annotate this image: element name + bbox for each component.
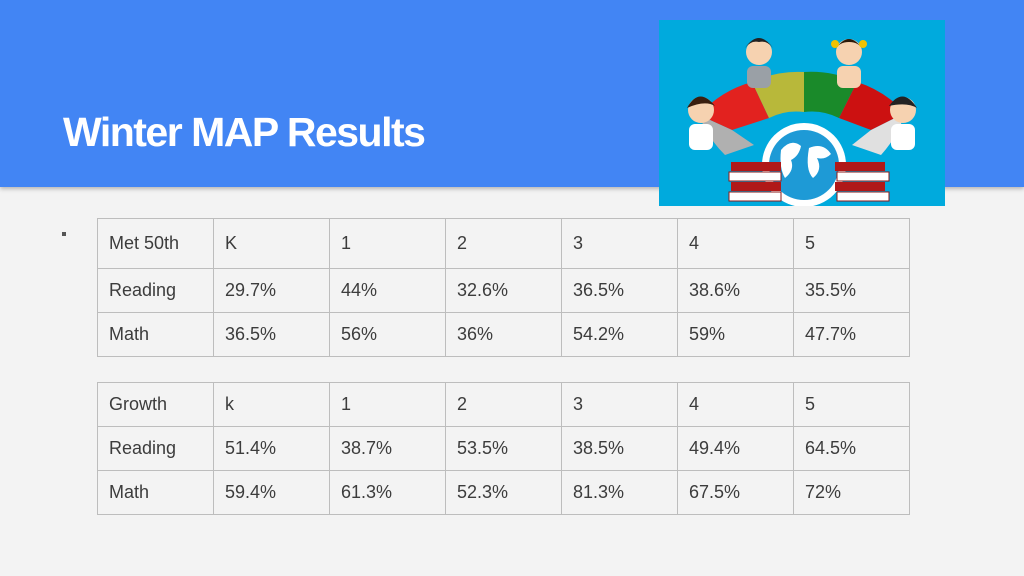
slide-title: Winter MAP Results	[63, 109, 426, 155]
met-50th-table: Met 50th K 1 2 3 4 5 Reading 29.7% 44% 3…	[97, 218, 910, 357]
table-cell: 44%	[329, 268, 446, 313]
table-cell: 56%	[329, 312, 446, 357]
table-cell: 5	[793, 218, 910, 269]
table-cell: 52.3%	[445, 470, 562, 515]
table-cell: 29.7%	[213, 268, 330, 313]
table-cell: 36.5%	[561, 268, 678, 313]
table-cell: 72%	[793, 470, 910, 515]
table-cell: 59%	[677, 312, 794, 357]
table-row: Reading 29.7% 44% 32.6% 36.5% 38.6% 35.5…	[97, 268, 910, 313]
table-cell: 47.7%	[793, 312, 910, 357]
table-cell: k	[213, 382, 330, 427]
table-cell: 36.5%	[213, 312, 330, 357]
table-cell: 1	[329, 218, 446, 269]
table-cell: 35.5%	[793, 268, 910, 313]
bullet-marker	[62, 232, 66, 236]
table-cell: 5	[793, 382, 910, 427]
table-cell: 38.6%	[677, 268, 794, 313]
table-cell: 64.5%	[793, 426, 910, 471]
table-cell: 38.5%	[561, 426, 678, 471]
students-globe-illustration	[659, 20, 945, 207]
table-row: Math 59.4% 61.3% 52.3% 81.3% 67.5% 72%	[97, 470, 910, 515]
table-cell: 4	[677, 382, 794, 427]
table-cell: 81.3%	[561, 470, 678, 515]
table-cell: 38.7%	[329, 426, 446, 471]
table-row: Math 36.5% 56% 36% 54.2% 59% 47.7%	[97, 312, 910, 357]
table-cell: 32.6%	[445, 268, 562, 313]
table-cell: 36%	[445, 312, 562, 357]
table-cell: Reading	[97, 268, 214, 313]
table-cell: Math	[97, 312, 214, 357]
table-cell: K	[213, 218, 330, 269]
table-row: Reading 51.4% 38.7% 53.5% 38.5% 49.4% 64…	[97, 426, 910, 471]
table-cell: 1	[329, 382, 446, 427]
growth-table: Growth k 1 2 3 4 5 Reading 51.4% 38.7% 5…	[97, 382, 910, 515]
table-cell: 61.3%	[329, 470, 446, 515]
table-cell: 54.2%	[561, 312, 678, 357]
table-header-row: Met 50th K 1 2 3 4 5	[97, 218, 910, 269]
table-cell: 49.4%	[677, 426, 794, 471]
table-cell: 51.4%	[213, 426, 330, 471]
table-cell: 2	[445, 218, 562, 269]
table-cell: 2	[445, 382, 562, 427]
table-cell: 59.4%	[213, 470, 330, 515]
table-cell: Reading	[97, 426, 214, 471]
table-cell: 3	[561, 382, 678, 427]
table-cell: 53.5%	[445, 426, 562, 471]
table-cell: 3	[561, 218, 678, 269]
table-cell: 67.5%	[677, 470, 794, 515]
table-cell: Math	[97, 470, 214, 515]
table-cell: 4	[677, 218, 794, 269]
table-header-row: Growth k 1 2 3 4 5	[97, 382, 910, 427]
table-cell: Met 50th	[97, 218, 214, 269]
table-cell: Growth	[97, 382, 214, 427]
